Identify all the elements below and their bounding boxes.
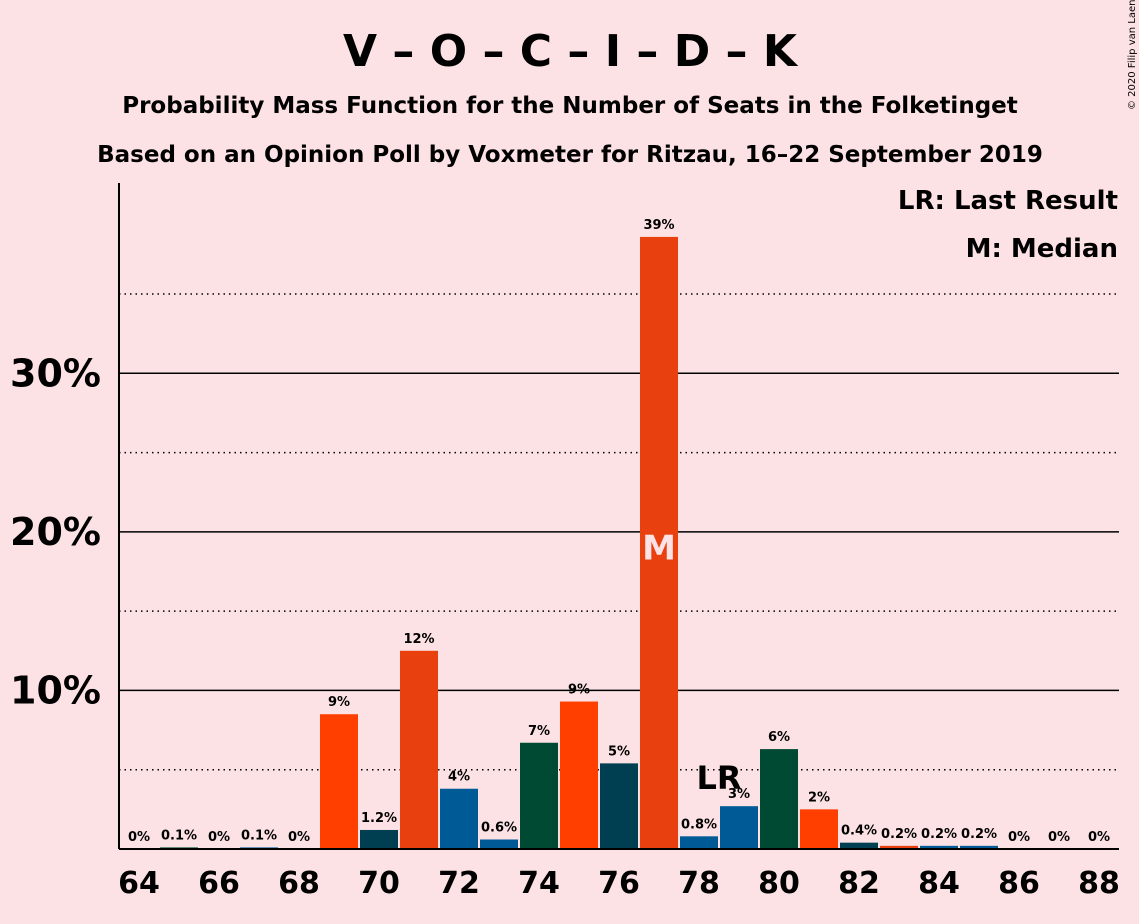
y-tick-label: 10% <box>10 668 101 712</box>
data-label: 9% <box>328 695 350 710</box>
x-tick-label: 80 <box>758 866 800 901</box>
data-label: 0.1% <box>241 828 277 843</box>
x-tick-label: 78 <box>678 866 720 901</box>
bar <box>520 742 558 849</box>
data-label: 0% <box>128 830 150 845</box>
x-tick-label: 76 <box>598 866 640 901</box>
x-tick-label: 72 <box>438 866 480 901</box>
x-axis-ticks: 64 66 68 70 72 74 76 78 80 82 84 86 88 <box>118 866 1120 901</box>
x-tick-label: 84 <box>918 866 960 901</box>
bars <box>160 236 998 849</box>
bar <box>680 836 718 849</box>
bar <box>760 749 798 849</box>
data-label: 0% <box>1088 830 1110 845</box>
bar <box>600 763 638 849</box>
bar <box>360 829 398 849</box>
data-label: 0.4% <box>841 824 877 839</box>
bar <box>840 842 878 849</box>
bar <box>800 809 838 849</box>
y-axis-ticks: 10% 20% 30% <box>10 351 101 712</box>
data-label: 39% <box>643 218 674 233</box>
data-label: 0.6% <box>481 820 517 835</box>
last-result-marker: LR <box>696 759 741 797</box>
bar <box>560 701 598 849</box>
data-label: 9% <box>568 683 590 698</box>
data-label: 6% <box>768 730 790 745</box>
data-label: 0% <box>288 830 310 845</box>
chart-subtitle: Probability Mass Function for the Number… <box>122 93 1018 119</box>
copyright: © 2020 Filip van Laenen <box>1127 0 1138 110</box>
bar <box>720 806 758 849</box>
bar <box>480 839 518 849</box>
data-label: 1.2% <box>361 811 397 826</box>
data-label: 0.1% <box>161 828 197 843</box>
chart-title: V – O – C – I – D – K <box>343 26 799 77</box>
data-label: 0.2% <box>921 827 957 842</box>
legend-last-result: LR: Last Result <box>898 186 1118 216</box>
x-tick-label: 64 <box>118 866 160 901</box>
bar <box>920 845 958 849</box>
data-label: 0% <box>1008 830 1030 845</box>
median-marker: M <box>642 529 676 569</box>
data-label: 0.8% <box>681 817 717 832</box>
bar <box>640 236 678 849</box>
data-label: 0% <box>208 830 230 845</box>
x-tick-label: 68 <box>278 866 320 901</box>
data-label: 4% <box>448 770 470 785</box>
y-tick-label: 30% <box>10 351 101 395</box>
data-label: 2% <box>808 790 830 805</box>
bar <box>960 845 998 849</box>
x-tick-label: 74 <box>518 866 560 901</box>
gridlines <box>119 293 1119 771</box>
y-tick-label: 20% <box>10 510 101 554</box>
bar <box>400 650 438 849</box>
bar <box>880 845 918 849</box>
data-label: 0.2% <box>961 827 997 842</box>
bar <box>320 714 358 849</box>
data-label: 0% <box>1048 830 1070 845</box>
data-label: 7% <box>528 724 550 739</box>
x-tick-label: 70 <box>358 866 400 901</box>
chart-source: Based on an Opinion Poll by Voxmeter for… <box>97 142 1043 168</box>
data-labels: 0% 0.1% 0% 0.1% 0% 9% 1.2% 12% 4% 0.6% 7% 9% 5% M 39% 0… <box>128 218 1110 845</box>
bar <box>440 788 478 849</box>
data-label: 0.2% <box>881 827 917 842</box>
x-tick-label: 82 <box>838 866 880 901</box>
data-label: 5% <box>608 744 630 759</box>
data-label: 3% <box>728 787 750 802</box>
x-tick-label: 66 <box>198 866 240 901</box>
x-tick-label: 88 <box>1078 866 1120 901</box>
data-label: 12% <box>403 632 434 647</box>
x-tick-label: 86 <box>998 866 1040 901</box>
legend-median: M: Median <box>966 234 1118 264</box>
